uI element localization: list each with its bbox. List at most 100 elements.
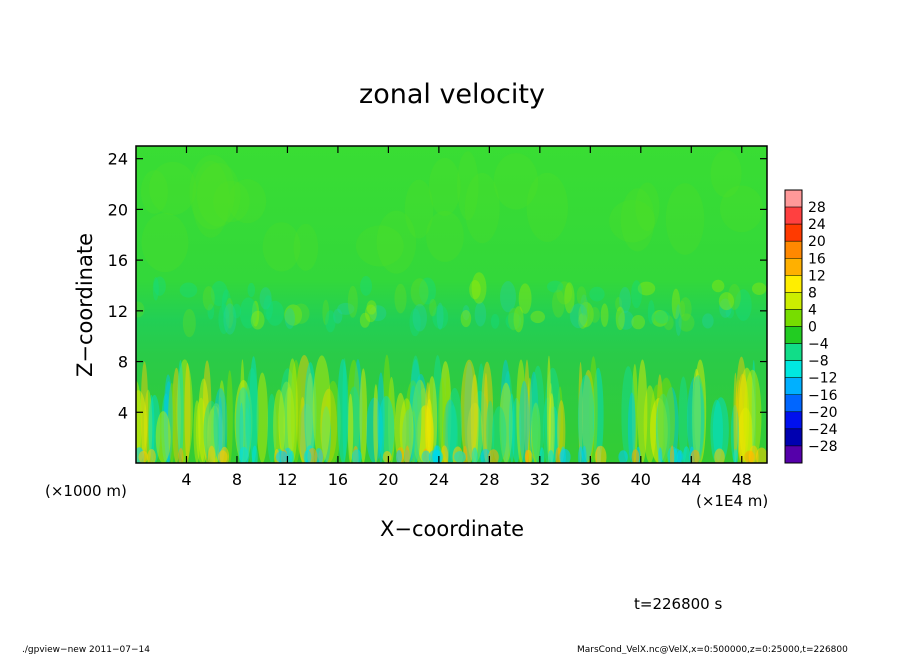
- field-streak: [203, 400, 220, 463]
- field-streak: [155, 411, 171, 463]
- field-streak: [627, 392, 636, 463]
- field-streak: [665, 183, 705, 255]
- field-streak: [298, 396, 307, 463]
- field-streak: [419, 277, 436, 305]
- field-streak: [725, 306, 735, 319]
- y-axis: 4 8 12 16 20 24: [108, 150, 767, 422]
- field-streak: [410, 359, 422, 463]
- x-tick-label: 20: [378, 470, 398, 489]
- field-streak: [474, 301, 487, 327]
- field-streak: [396, 450, 403, 463]
- field-streak: [342, 358, 347, 463]
- field-streak: [589, 307, 600, 323]
- field-streak: [635, 182, 660, 231]
- field-streak: [421, 450, 431, 463]
- field-streak: [718, 292, 735, 311]
- field-streak: [184, 362, 191, 463]
- field-streak: [320, 388, 338, 463]
- colorbar-swatch: [784, 394, 803, 413]
- field-streak: [719, 298, 732, 318]
- field-streak: [249, 356, 258, 463]
- field-streak: [164, 381, 174, 463]
- field-streak: [394, 283, 407, 314]
- field-streak: [266, 300, 284, 326]
- field-streak: [436, 302, 444, 330]
- field-streak: [751, 282, 767, 295]
- field-streak: [405, 380, 421, 463]
- field-streak: [337, 302, 355, 315]
- field-streak: [578, 362, 583, 463]
- field-streak: [592, 367, 604, 463]
- field-background: [136, 146, 767, 463]
- field-streak: [490, 313, 500, 329]
- field-streak: [531, 402, 541, 463]
- field-streak: [355, 225, 404, 267]
- field-streak: [333, 308, 343, 324]
- colorbar-swatch: [784, 377, 803, 395]
- field-streak: [373, 384, 379, 463]
- field-streak: [578, 446, 583, 463]
- field-streak: [643, 385, 657, 463]
- x-tick-label: 24: [429, 470, 449, 489]
- y-tick-label: 12: [108, 302, 128, 321]
- field-streak: [195, 397, 207, 463]
- field-streak: [631, 280, 642, 309]
- field-streak: [471, 447, 478, 463]
- plot-frame: [135, 145, 768, 464]
- field-streak: [262, 222, 301, 272]
- field-streak: [589, 356, 598, 463]
- field-streak: [140, 361, 149, 463]
- field-streak: [500, 281, 516, 313]
- field-streak: [462, 305, 470, 321]
- field-streak: [481, 361, 494, 463]
- field-streak: [251, 445, 258, 463]
- field-streak: [433, 445, 442, 463]
- field-streak: [213, 180, 250, 223]
- field-streak: [736, 373, 750, 463]
- field-streak: [213, 388, 228, 463]
- field-streak: [678, 313, 695, 332]
- x-tick-label: 8: [232, 470, 242, 489]
- field-streak: [702, 313, 714, 329]
- field-streak: [366, 300, 377, 315]
- field-streak: [376, 210, 417, 274]
- field-streak: [488, 449, 499, 463]
- field-streak: [415, 388, 433, 463]
- field-streak: [576, 286, 587, 306]
- field-streak: [179, 282, 198, 298]
- field-streak: [198, 378, 210, 463]
- field-streak: [480, 448, 491, 463]
- field-streak: [620, 188, 655, 252]
- field-streak: [650, 397, 668, 463]
- field-streak: [552, 289, 565, 318]
- field-streak: [426, 210, 464, 262]
- field-streak: [221, 289, 232, 319]
- field-streak: [503, 370, 513, 463]
- y-tick-label: 16: [108, 251, 128, 270]
- colorbar-label: 24: [808, 217, 826, 233]
- field-streak: [234, 380, 253, 463]
- x-tick-label: 44: [681, 470, 701, 489]
- footer-right: MarsCond_VelX.nc@VelX,x=0:500000,z=0:250…: [577, 645, 848, 654]
- field-streak: [207, 445, 216, 463]
- x-tick-label: 4: [181, 470, 191, 489]
- x-tick-label: 16: [328, 470, 348, 489]
- field-streak: [337, 359, 349, 463]
- field-streak: [152, 277, 159, 301]
- field-streak: [735, 356, 748, 463]
- field-streak: [304, 362, 317, 463]
- field-streak: [686, 376, 705, 463]
- colorbar-swatch: [784, 428, 803, 447]
- field-streak: [247, 282, 256, 298]
- field-streak: [202, 286, 215, 311]
- field-streak: [691, 374, 705, 463]
- field-streak: [460, 359, 478, 463]
- field-streak: [178, 447, 184, 463]
- field-streak: [346, 386, 361, 463]
- field-streak: [664, 387, 679, 463]
- field-streak: [218, 304, 230, 335]
- field-streak: [650, 384, 665, 463]
- field-streak: [728, 283, 741, 310]
